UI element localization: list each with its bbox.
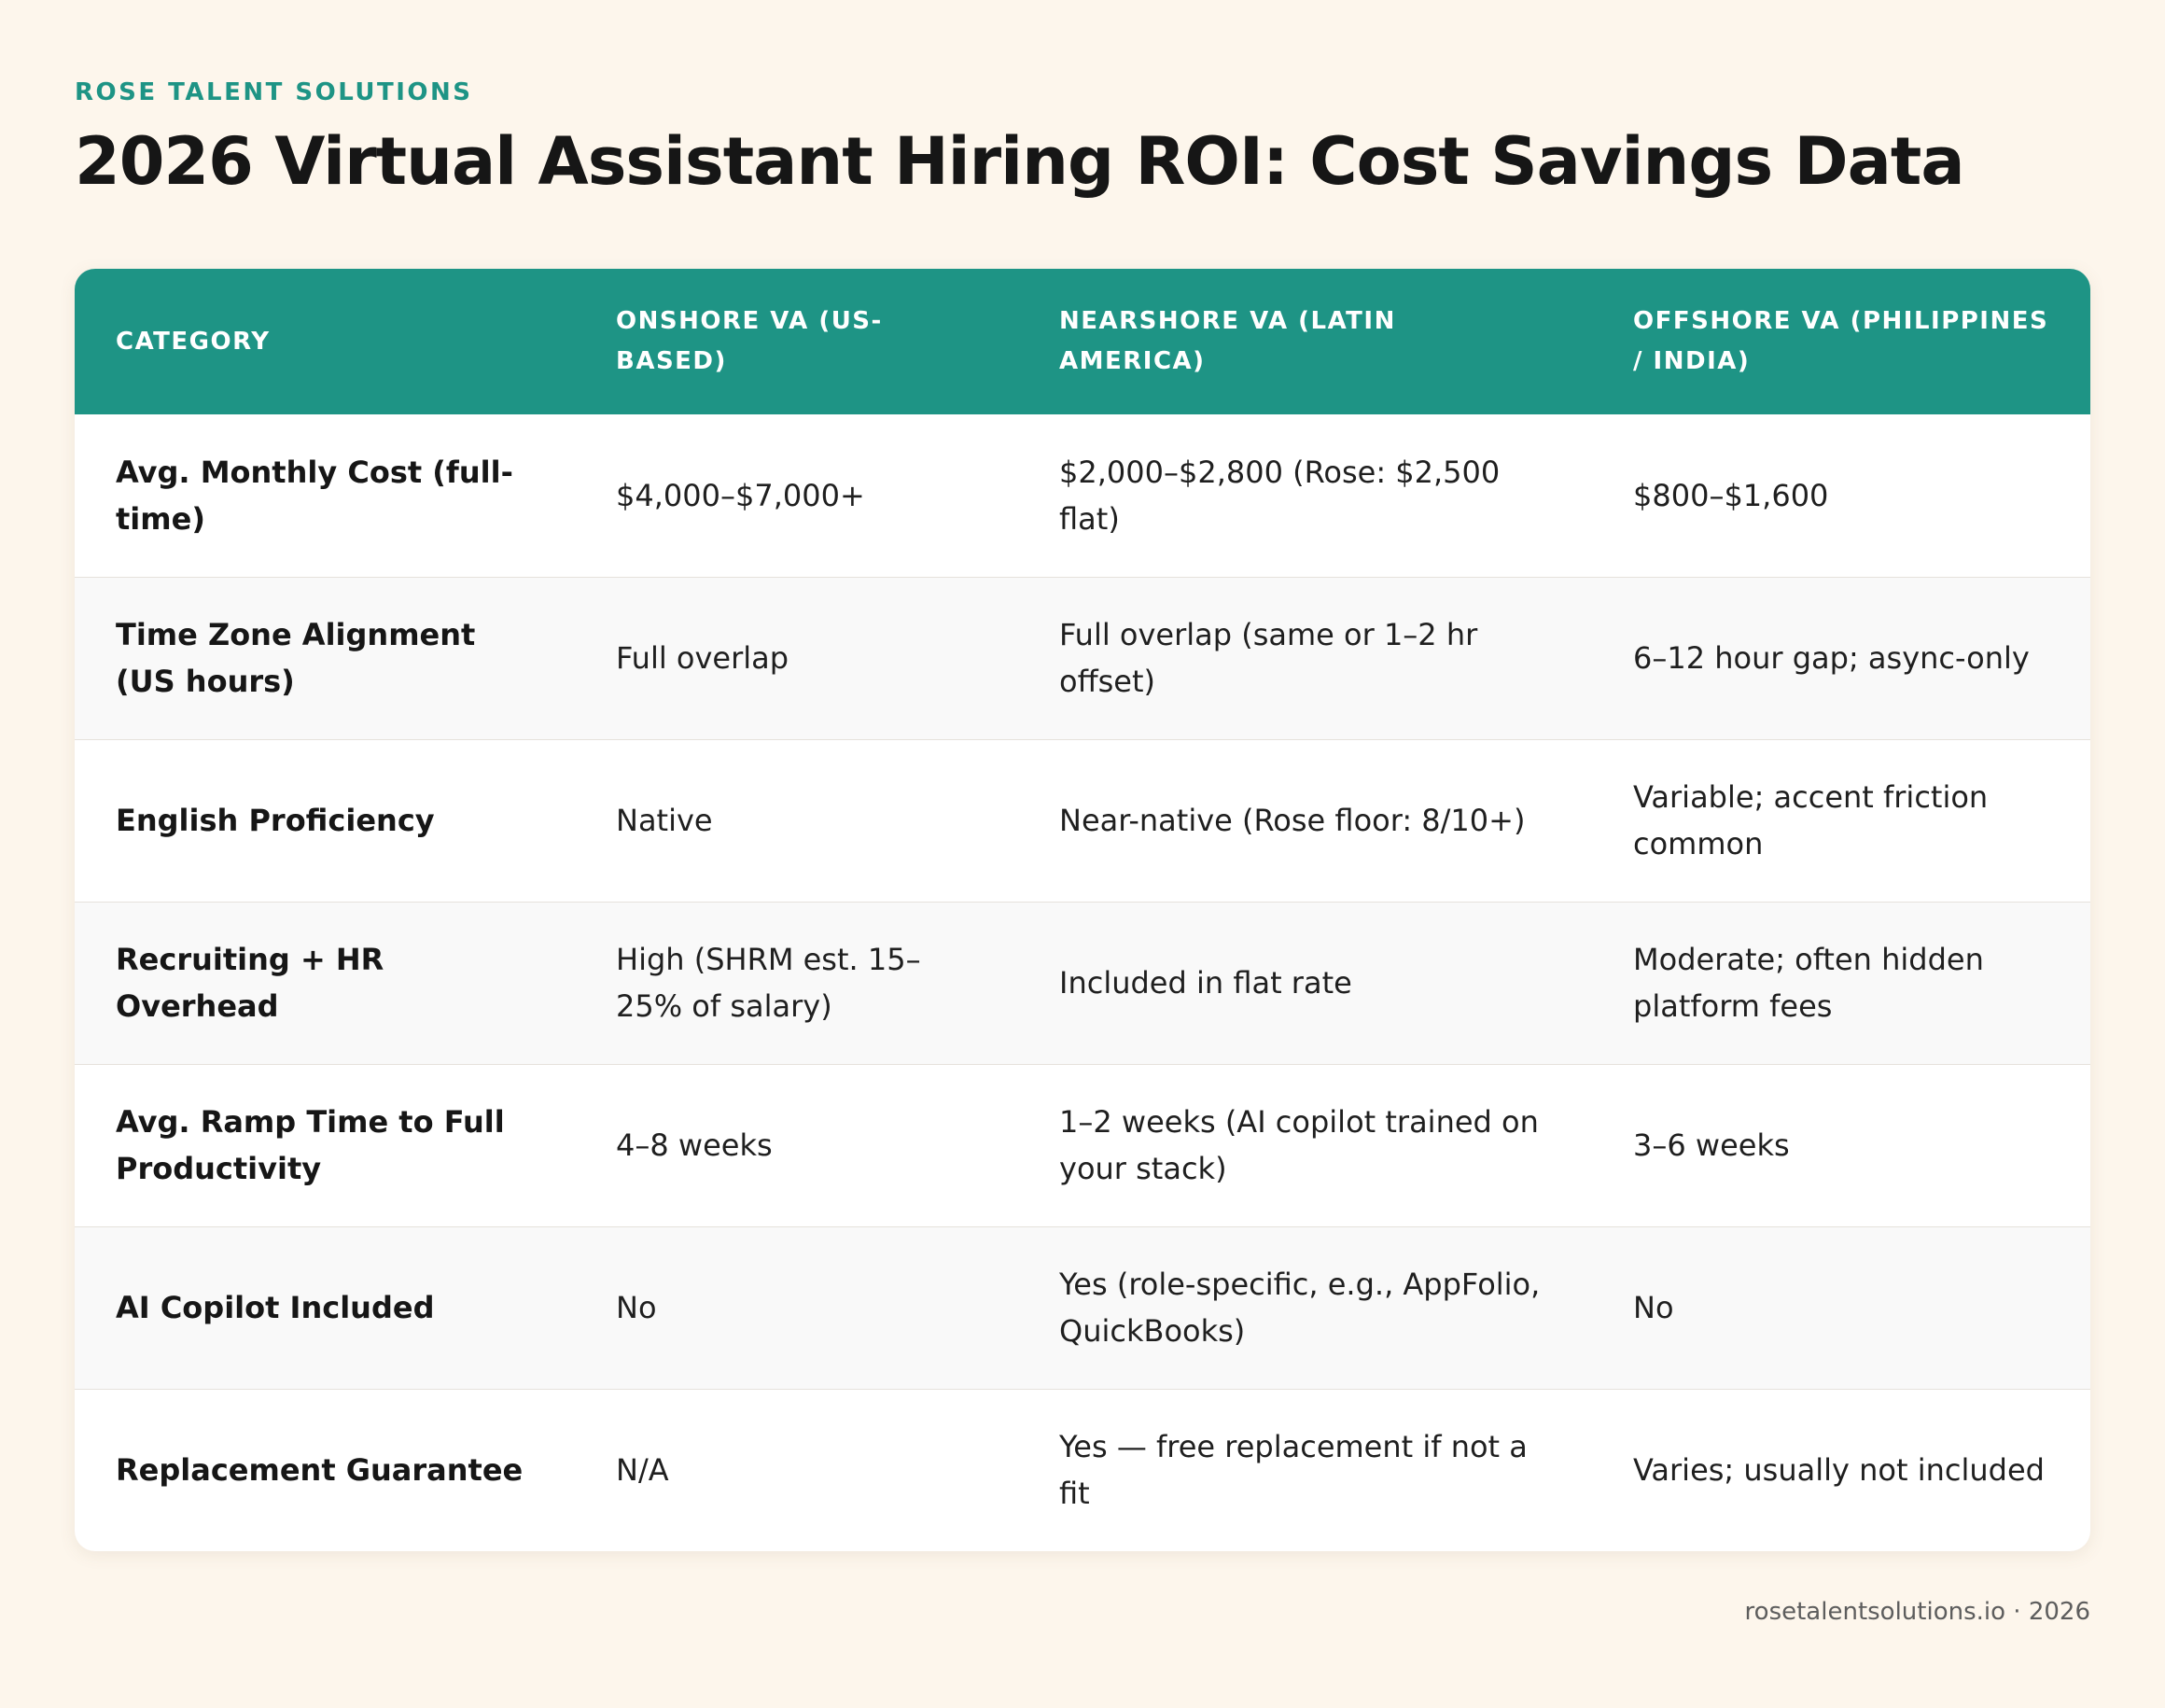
- nearshore-cell: Near-native (Rose floor: 8/10+): [1059, 803, 1526, 838]
- row-category-cell: Replacement Guarantee: [116, 1452, 524, 1489]
- offshore-cell: Varies; usually not included: [1633, 1452, 2045, 1489]
- table-row: Recruiting + HR Overhead High (SHRM est.…: [75, 902, 2090, 1064]
- comparison-table: CATEGORY ONSHORE VA (US-BASED) NEARSHORE…: [75, 269, 2090, 1551]
- offshore-cell: $800–$1,600: [1633, 477, 1829, 513]
- column-header-onshore: ONSHORE VA (US-BASED): [616, 307, 883, 375]
- nearshore-cell: 1–2 weeks (AI copilot trained on your st…: [1059, 1104, 1539, 1186]
- offshore-cell: 3–6 weeks: [1633, 1127, 1790, 1163]
- table-header-row: CATEGORY ONSHORE VA (US-BASED) NEARSHORE…: [75, 269, 2090, 414]
- footer-credit: rosetalentsolutions.io · 2026: [1744, 1598, 2090, 1626]
- table-row: Time Zone Alignment (US hours) Full over…: [75, 577, 2090, 739]
- table-row: English Proficiency Native Near-native (…: [75, 739, 2090, 902]
- nearshore-cell: Yes (role-specific, e.g., AppFolio, Quic…: [1059, 1267, 1541, 1349]
- column-header-nearshore: NEARSHORE VA (LATIN AMERICA): [1059, 307, 1396, 375]
- offshore-cell: No: [1633, 1290, 1674, 1325]
- offshore-cell: Variable; accent friction common: [1633, 779, 1989, 861]
- brand-label: ROSE TALENT SOLUTIONS: [75, 78, 473, 106]
- table-row: Avg. Ramp Time to Full Productivity 4–8 …: [75, 1064, 2090, 1226]
- row-category-cell: Avg. Ramp Time to Full Productivity: [116, 1104, 505, 1186]
- row-category-cell: English Proficiency: [116, 803, 435, 838]
- onshore-cell: Full overlap: [616, 640, 789, 676]
- row-category-cell: Avg. Monthly Cost (full-time): [116, 454, 513, 537]
- onshore-cell: 4–8 weeks: [616, 1127, 773, 1163]
- onshore-cell: Native: [616, 803, 713, 838]
- onshore-cell: $4,000–$7,000+: [616, 477, 865, 513]
- table-row: Replacement Guarantee N/A Yes — free rep…: [75, 1389, 2090, 1551]
- row-category-cell: AI Copilot Included: [116, 1290, 435, 1325]
- page-title: 2026 Virtual Assistant Hiring ROI: Cost …: [75, 123, 1965, 200]
- onshore-cell: High (SHRM est. 15–25% of salary): [616, 942, 921, 1024]
- column-header-category: CATEGORY: [116, 327, 271, 356]
- comparison-table-card: CATEGORY ONSHORE VA (US-BASED) NEARSHORE…: [75, 269, 2090, 1551]
- nearshore-cell: Yes — free replacement if not a fit: [1059, 1429, 1528, 1512]
- row-category-cell: Recruiting + HR Overhead: [116, 942, 384, 1024]
- nearshore-cell: Included in flat rate: [1059, 965, 1352, 1001]
- table-row: AI Copilot Included No Yes (role-specifi…: [75, 1226, 2090, 1389]
- onshore-cell: No: [616, 1290, 657, 1325]
- table-row: Avg. Monthly Cost (full-time) $4,000–$7,…: [75, 414, 2090, 577]
- column-header-offshore: OFFSHORE VA (PHILIPPINES / INDIA): [1633, 307, 2049, 375]
- offshore-cell: 6–12 hour gap; async-only: [1633, 640, 2030, 676]
- nearshore-cell: $2,000–$2,800 (Rose: $2,500 flat): [1059, 454, 1501, 537]
- offshore-cell: Moderate; often hidden platform fees: [1633, 942, 1984, 1024]
- onshore-cell: N/A: [616, 1452, 669, 1489]
- row-category-cell: Time Zone Alignment (US hours): [116, 617, 476, 699]
- nearshore-cell: Full overlap (same or 1–2 hr offset): [1059, 617, 1478, 699]
